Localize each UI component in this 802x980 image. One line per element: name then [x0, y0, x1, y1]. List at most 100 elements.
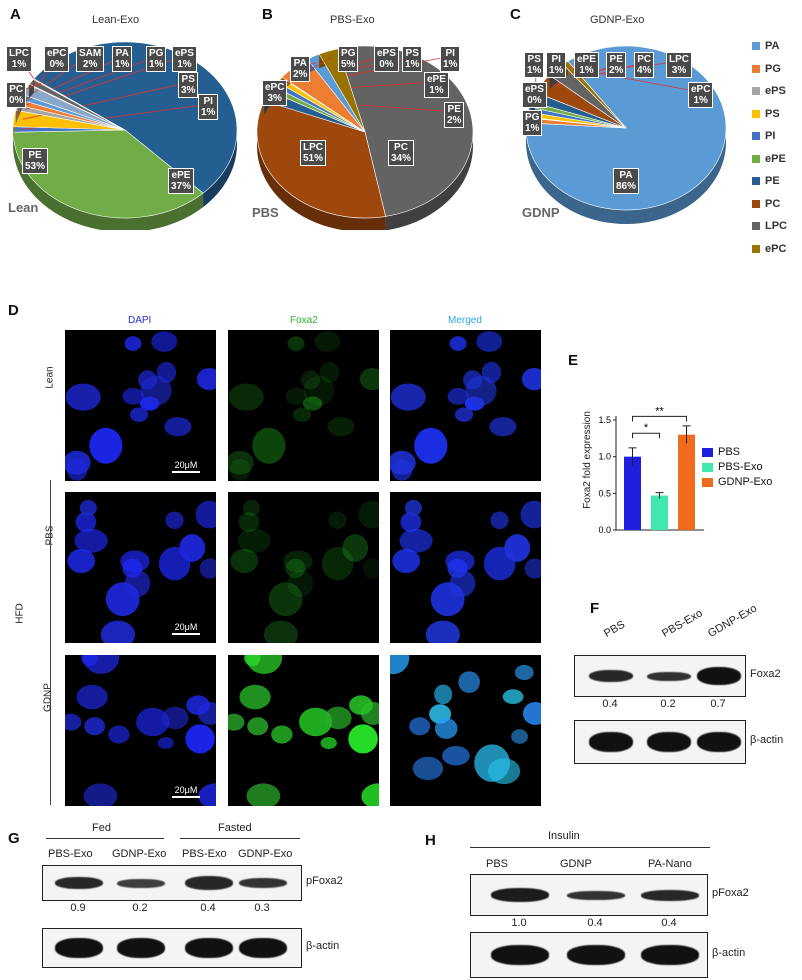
pie-tag-label: PA: [293, 58, 307, 69]
pie-tag-value: 1%: [201, 107, 216, 118]
scale-bar-line: [172, 633, 200, 635]
scale-bar: 20μM: [172, 785, 200, 798]
pie-tag-epe: ePE 1%: [574, 52, 599, 78]
panel-a-title: Lean-Exo: [92, 14, 140, 26]
lane-label: PBS: [486, 858, 509, 870]
band-quant: 0.3: [254, 902, 270, 914]
blot-band: [117, 938, 165, 958]
cell-nucleus: [66, 458, 88, 481]
legend-label: PI: [765, 130, 776, 142]
micrograph-gdnp-dapi: 20μM: [65, 655, 216, 806]
bar-chart-svg: Foxa2 fold expression 0.00.51.01.5 ***: [582, 405, 704, 535]
blot-band: [239, 938, 287, 958]
cell-nucleus: [247, 717, 269, 736]
pie-tag-pc: PC 34%: [388, 140, 415, 166]
cell-nucleus: [105, 582, 140, 617]
cell-nucleus: [199, 558, 216, 579]
cell-nucleus: [302, 396, 323, 411]
cell-nucleus: [359, 367, 379, 391]
cell-nucleus: [285, 558, 306, 578]
cell-nucleus: [268, 582, 303, 617]
pie-tag-label: ePS: [175, 48, 194, 59]
row-label-lean: Lean: [44, 366, 56, 389]
cell-nucleus: [89, 427, 123, 464]
pie-tag-label: PI: [203, 96, 213, 107]
legend-swatch: [752, 42, 760, 51]
pie-tag-value: 0%: [379, 59, 394, 70]
cell-nucleus: [303, 375, 335, 406]
pie-legend-item-pe: PE: [752, 175, 780, 187]
micrograph-gdnp-foxa2: [228, 655, 379, 806]
cell-nucleus: [75, 512, 97, 533]
pie-slice-depth: [33, 42, 237, 208]
blot-band: [697, 667, 741, 685]
pie-tag-label: PE: [28, 150, 42, 161]
pie-tag-value: 2%: [447, 115, 462, 126]
cell-nucleus: [287, 336, 305, 351]
cell-nucleus: [348, 724, 378, 754]
pie-tag-label: PG: [341, 48, 356, 59]
cell-nucleus: [74, 528, 108, 553]
blot-band: [239, 878, 287, 888]
target-blot: [574, 655, 746, 697]
pie-tag-value: 3%: [671, 65, 687, 76]
group-line-fed: [46, 838, 164, 839]
cell-nucleus: [246, 783, 281, 806]
pie-legend-item-lpc: LPC: [752, 220, 787, 232]
pie-tag-pg: PG 5%: [338, 46, 359, 72]
band-quant: 0.2: [132, 902, 148, 914]
pie-legend-item-pi: PI: [752, 130, 775, 142]
cell-nucleus: [198, 783, 216, 806]
blot-band: [697, 732, 741, 752]
pie-slice-depth: [28, 84, 30, 99]
band-quant: 0.9: [70, 902, 86, 914]
cell-nucleus: [521, 367, 541, 391]
legend-label: ePC: [765, 242, 787, 255]
cell-nucleus: [161, 706, 189, 730]
legend-swatch: [752, 199, 760, 208]
cell-nucleus: [434, 717, 458, 739]
panel-e-letter: E: [568, 352, 579, 369]
cell-nucleus: [292, 407, 312, 422]
pie-tag-label: PG: [525, 112, 540, 123]
cell-nucleus: [120, 550, 150, 573]
cell-nucleus: [65, 713, 82, 731]
pie-tag-value: 1%: [527, 65, 542, 76]
blot-band: [491, 945, 549, 965]
blot-band: [567, 945, 625, 965]
cell-nucleus: [301, 370, 321, 390]
scale-bar: 20μM: [172, 460, 200, 473]
pie-tag-label: PE: [447, 104, 461, 115]
pie-tag-pi: PI 1%: [546, 52, 567, 78]
pie-tag-label: PA: [619, 170, 633, 181]
lane-label: PA-Nano: [648, 858, 692, 870]
pie-tag-pa: PA 86%: [613, 168, 640, 194]
sig-pbs-gdnpexo-bracket: [632, 415, 687, 422]
micrograph-gdnp-merged: [390, 655, 541, 806]
micrograph-lean-foxa2: [228, 330, 379, 481]
blot-band: [185, 876, 233, 890]
blot-band: [647, 732, 691, 752]
lane-label: PBS-Exo: [182, 848, 227, 860]
pie-tag-lpc: LPC 3%: [666, 52, 692, 78]
lane-label: PBS-Exo: [660, 607, 705, 640]
y-tick-label: 1.0: [598, 452, 611, 462]
lane-label: GDNP-Exo: [238, 848, 293, 860]
legend-swatch: [752, 177, 760, 186]
pie-tag-pa: PA 2%: [290, 56, 311, 82]
panel-d-letter: D: [8, 302, 19, 319]
pie-tag-epc: ePC 0%: [44, 46, 70, 72]
pie-tag-label: PS: [405, 48, 419, 59]
pie-tag-label: PI: [445, 48, 455, 59]
group-label-fasted: Fasted: [218, 822, 252, 834]
legend-label: PE: [765, 175, 780, 187]
blot-band: [491, 888, 549, 902]
cell-nucleus: [238, 512, 260, 533]
cell-nucleus: [229, 458, 251, 481]
pie-tag-pc: PC 0%: [6, 82, 27, 108]
cell-nucleus: [362, 558, 379, 579]
scale-bar-line: [172, 471, 200, 473]
sig-pbs-gdnpexo-label: **: [655, 405, 664, 417]
pie-lean: [12, 41, 238, 230]
scale-bar-label: 20μM: [174, 460, 198, 470]
